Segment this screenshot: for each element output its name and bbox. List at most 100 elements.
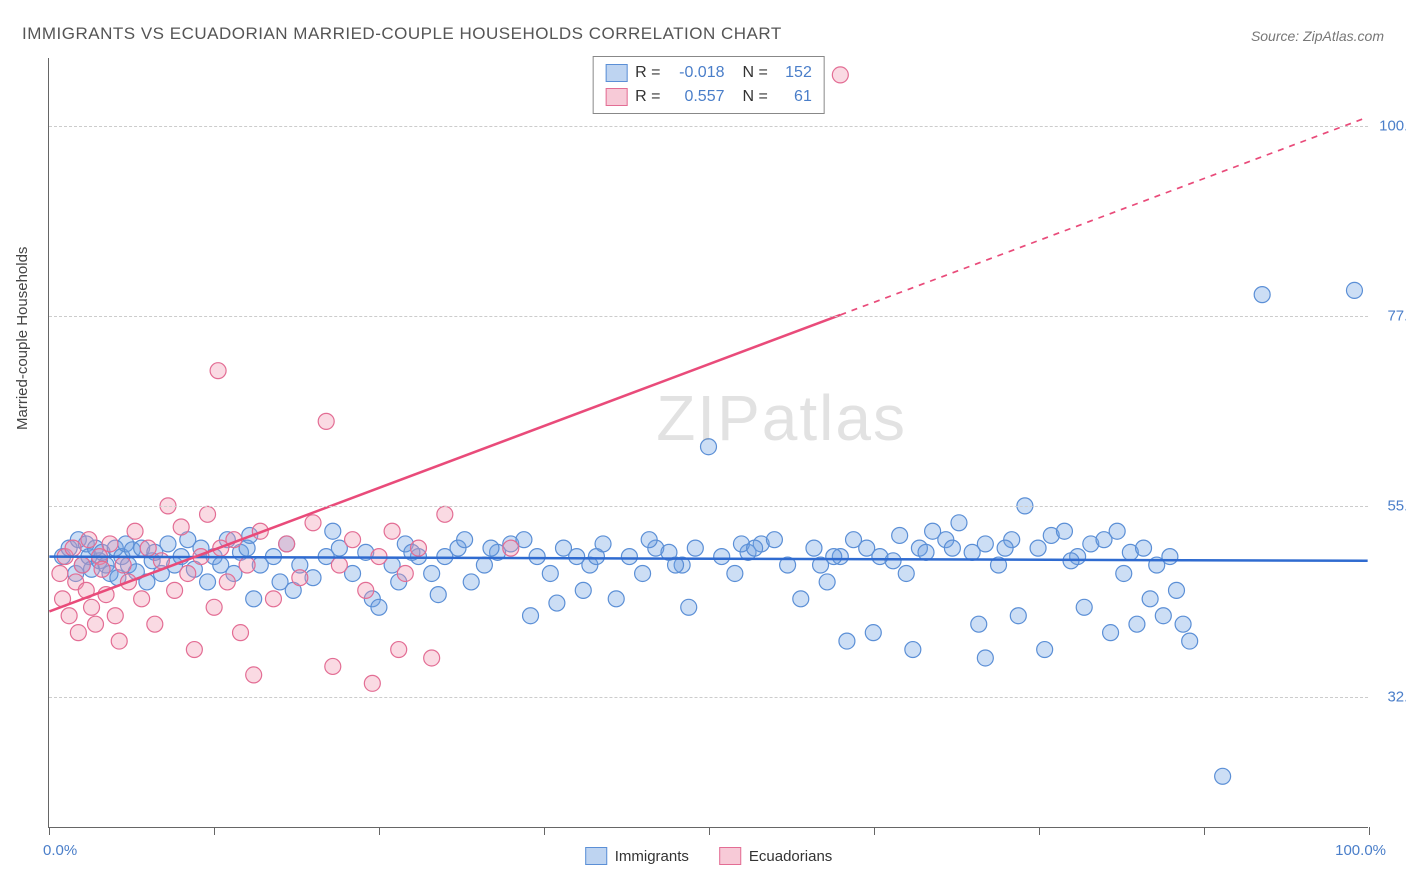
- scatter-point: [714, 549, 730, 565]
- legend-n-label: N =: [743, 85, 768, 109]
- scatter-point: [107, 608, 123, 624]
- scatter-point: [102, 536, 118, 552]
- scatter-point: [410, 540, 426, 556]
- gridline-h: [49, 506, 1368, 507]
- trendline-dashed: [840, 117, 1367, 315]
- scatter-point: [641, 532, 657, 548]
- scatter-point: [292, 570, 308, 586]
- scatter-point: [81, 532, 97, 548]
- scatter-point: [542, 565, 558, 581]
- scatter-point: [918, 544, 934, 560]
- scatter-point: [272, 574, 288, 590]
- scatter-point: [200, 574, 216, 590]
- scatter-point: [1136, 540, 1152, 556]
- scatter-point: [701, 439, 717, 455]
- scatter-point: [832, 67, 848, 83]
- y-tick-label: 100.0%: [1379, 117, 1406, 134]
- scatter-point: [944, 540, 960, 556]
- scatter-point: [1103, 625, 1119, 641]
- scatter-point: [1010, 608, 1026, 624]
- scatter-point: [747, 540, 763, 556]
- scatter-point: [977, 536, 993, 552]
- scatter-point: [219, 574, 235, 590]
- legend-swatch: [719, 847, 741, 865]
- scatter-point: [608, 591, 624, 607]
- scatter-point: [951, 515, 967, 531]
- legend-swatch: [585, 847, 607, 865]
- legend-series-label: Immigrants: [615, 848, 689, 865]
- scatter-point: [865, 625, 881, 641]
- scatter-point: [140, 540, 156, 556]
- legend-n-value: 152: [776, 61, 812, 85]
- scatter-point: [898, 565, 914, 581]
- scatter-point: [1129, 616, 1145, 632]
- scatter-point: [621, 549, 637, 565]
- scatter-point: [279, 536, 295, 552]
- source-attribution: Source: ZipAtlas.com: [1251, 28, 1384, 44]
- scatter-point: [246, 667, 262, 683]
- legend-swatch: [605, 64, 627, 82]
- scatter-point: [88, 616, 104, 632]
- scatter-point: [74, 557, 90, 573]
- scatter-point: [160, 536, 176, 552]
- x-tick: [874, 827, 875, 835]
- x-tick: [709, 827, 710, 835]
- y-tick-label: 32.5%: [1387, 688, 1406, 705]
- trendline-solid: [49, 315, 840, 612]
- x-tick: [1204, 827, 1205, 835]
- gridline-h: [49, 697, 1368, 698]
- scatter-point: [371, 599, 387, 615]
- scatter-point: [1076, 599, 1092, 615]
- scatter-point: [61, 608, 77, 624]
- scatter-point: [325, 658, 341, 674]
- scatter-point: [1175, 616, 1191, 632]
- scatter-point: [971, 616, 987, 632]
- scatter-point: [687, 540, 703, 556]
- scatter-point: [839, 633, 855, 649]
- scatter-point: [1155, 608, 1171, 624]
- legend-series: ImmigrantsEcuadorians: [585, 847, 833, 865]
- scatter-point: [167, 582, 183, 598]
- scatter-point: [1037, 642, 1053, 658]
- scatter-point: [635, 565, 651, 581]
- scatter-point: [1142, 591, 1158, 607]
- chart-plot-area: ZIPatlas R =-0.018N =152R =0.557N = 61 I…: [48, 58, 1368, 828]
- scatter-point: [173, 519, 189, 535]
- scatter-point: [52, 565, 68, 581]
- scatter-point: [997, 540, 1013, 556]
- scatter-point: [186, 642, 202, 658]
- gridline-h: [49, 316, 1368, 317]
- scatter-point: [397, 565, 413, 581]
- scatter-point: [424, 650, 440, 666]
- scatter-point: [265, 591, 281, 607]
- scatter-point: [1254, 287, 1270, 303]
- scatter-point: [1109, 523, 1125, 539]
- scatter-point: [200, 506, 216, 522]
- scatter-point: [476, 557, 492, 573]
- legend-r-label: R =: [635, 61, 660, 85]
- scatter-point: [318, 413, 334, 429]
- scatter-point: [430, 587, 446, 603]
- scatter-point: [1169, 582, 1185, 598]
- x-tick: [49, 827, 50, 835]
- scatter-point: [180, 565, 196, 581]
- scatter-point: [523, 608, 539, 624]
- scatter-point: [806, 540, 822, 556]
- scatter-point: [826, 549, 842, 565]
- scatter-point: [892, 527, 908, 543]
- scatter-point: [345, 532, 361, 548]
- chart-title: IMMIGRANTS VS ECUADORIAN MARRIED-COUPLE …: [22, 24, 782, 44]
- y-tick-label: 77.5%: [1387, 308, 1406, 325]
- scatter-point: [305, 515, 321, 531]
- scatter-point: [239, 557, 255, 573]
- x-tick: [544, 827, 545, 835]
- scatter-point: [65, 540, 81, 556]
- x-tick: [1039, 827, 1040, 835]
- scatter-point: [391, 642, 407, 658]
- scatter-point: [575, 582, 591, 598]
- gridline-h: [49, 126, 1368, 127]
- legend-r-value: -0.018: [669, 61, 725, 85]
- scatter-point: [905, 642, 921, 658]
- x-tick: [214, 827, 215, 835]
- scatter-point: [681, 599, 697, 615]
